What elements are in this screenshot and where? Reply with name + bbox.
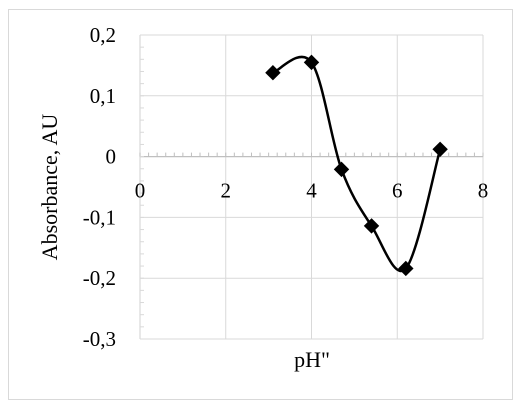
x-axis-title: pH" (294, 347, 330, 372)
data-point-marker (333, 161, 350, 178)
x-tick-label: 8 (478, 179, 489, 203)
series-markers (265, 54, 448, 277)
y-tick-label: -0,2 (83, 266, 116, 290)
x-tick-label: 4 (306, 179, 317, 203)
chart-frame (8, 9, 513, 400)
data-point-marker (363, 218, 380, 234)
y-tick-label: -0,1 (83, 205, 116, 229)
series-curve (272, 55, 442, 273)
vertical-gridlines (225, 35, 484, 339)
horizontal-gridlines (140, 34, 483, 340)
data-point-marker (398, 260, 414, 277)
x-tick-label: 2 (221, 179, 232, 203)
y-tick-label: 0 (106, 145, 117, 169)
y-tick-label: 0,1 (90, 84, 116, 108)
data-point-marker (303, 54, 320, 71)
x-tick-labels: 0 2 4 6 8 (135, 179, 489, 203)
y-tick-label: -0,3 (83, 327, 116, 351)
data-point-marker (265, 64, 281, 81)
x-tick-label: 6 (392, 179, 403, 203)
y-tick-labels: 0,2 0,1 0 -0,1 -0,2 -0,3 (83, 23, 116, 351)
data-point-marker (432, 141, 448, 158)
y-tick-label: 0,2 (90, 23, 116, 47)
y-axis-title: Absorbance, AU (37, 114, 62, 261)
x-tick-label: 0 (135, 179, 146, 203)
